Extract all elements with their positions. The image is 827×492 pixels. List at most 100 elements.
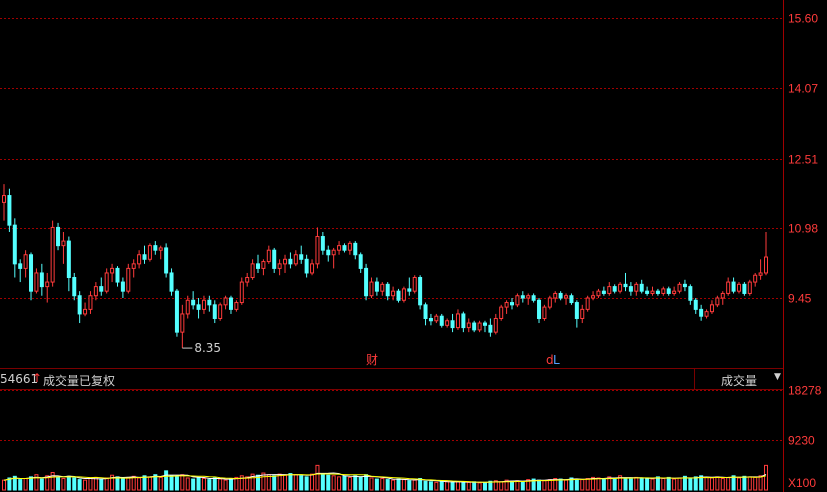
- candle-body: [418, 277, 423, 306]
- volume-bar: [666, 476, 671, 491]
- candle-body: [385, 283, 390, 297]
- volume-bar: [7, 477, 12, 491]
- chevron-down-icon: ▼: [774, 372, 781, 382]
- volume-bar: [510, 480, 514, 491]
- volume-bar: [396, 478, 401, 491]
- candle-body: [753, 274, 758, 283]
- candle-body: [137, 254, 142, 265]
- volume-bar: [158, 476, 163, 491]
- candle-body: [704, 311, 709, 317]
- volume-bar: [715, 476, 720, 491]
- volume-bar: [596, 477, 601, 491]
- volume-bar: [315, 464, 320, 491]
- candle-body: [347, 242, 352, 251]
- candle-body: [547, 297, 552, 308]
- volume-bar: [661, 478, 666, 491]
- volume-bar: [261, 472, 266, 491]
- volume-bar: [499, 481, 504, 491]
- volume-bar: [618, 475, 623, 491]
- volume-bar: [358, 476, 363, 491]
- candle-body: [445, 320, 450, 326]
- candle-body: [623, 283, 628, 288]
- candle-body: [34, 272, 39, 292]
- volume-bar: [337, 476, 342, 491]
- candle-body: [261, 261, 266, 269]
- candle-body: [7, 195, 12, 226]
- candle-body: [218, 304, 223, 319]
- candle-body: [488, 324, 493, 333]
- candle-body: [720, 292, 725, 299]
- volume-bar: [488, 480, 493, 491]
- volume-bar: [445, 480, 450, 491]
- volume-bar: [412, 479, 417, 491]
- candle-body: [666, 288, 671, 294]
- volume-bar: [434, 481, 439, 491]
- volume-bar: [83, 479, 88, 491]
- candle-body: [245, 277, 250, 283]
- candle-body: [153, 245, 158, 251]
- volume-bar: [347, 476, 352, 491]
- candle-body: [504, 302, 509, 308]
- volume-bar: [310, 473, 315, 491]
- event-marker: 财: [366, 353, 378, 367]
- volume-tick-label: 18278: [788, 384, 822, 398]
- candle-body: [147, 245, 152, 260]
- volume-bar: [704, 476, 709, 491]
- candle-body: [531, 295, 536, 301]
- volume-bar: [461, 482, 466, 491]
- candle-body: [764, 256, 768, 274]
- candle-body: [661, 288, 666, 294]
- volume-tick-label: 9230: [788, 434, 815, 448]
- candle-body: [510, 302, 514, 306]
- volume-bar: [164, 470, 169, 491]
- volume-bar: [531, 478, 536, 491]
- volume-bar: [201, 478, 206, 491]
- candle-body: [212, 304, 217, 319]
- volume-bar: [628, 478, 633, 491]
- volume-unit-label: X100: [788, 476, 816, 490]
- candle-body: [699, 308, 704, 317]
- candle-body: [591, 295, 596, 299]
- volume-bar: [245, 476, 250, 491]
- candle-body: [72, 277, 77, 297]
- candle-body: [77, 295, 82, 315]
- candle-body: [239, 281, 244, 304]
- candle-body: [61, 240, 66, 247]
- volume-bar: [655, 476, 660, 491]
- volume-bar: [623, 477, 628, 491]
- volume-bar: [304, 476, 309, 491]
- candle-body: [234, 302, 239, 310]
- candle-body: [283, 258, 288, 265]
- candle-body: [110, 267, 115, 274]
- candle-body: [180, 313, 185, 333]
- volume-bar: [169, 475, 174, 491]
- candle-body: [299, 254, 304, 260]
- candle-body: [553, 292, 558, 299]
- candle-body: [450, 320, 455, 329]
- volume-bar: [191, 478, 196, 491]
- volume-bar: [537, 479, 542, 491]
- price-tick-label: 14.07: [788, 82, 818, 96]
- candle-body: [585, 297, 590, 310]
- volume-bar: [299, 475, 304, 491]
- volume-bar: [185, 477, 190, 491]
- volume-bar: [688, 478, 693, 491]
- volume-bar: [758, 475, 763, 491]
- candle-body: [66, 240, 71, 279]
- volume-bar: [682, 475, 687, 491]
- volume-bar: [99, 478, 104, 491]
- candle-body: [391, 290, 396, 297]
- volume-bar: [699, 475, 704, 491]
- volume-bar: [137, 477, 142, 491]
- volume-bar: [142, 475, 147, 491]
- candle-body: [412, 277, 417, 292]
- volume-bar: [574, 478, 579, 491]
- candle-body: [223, 297, 228, 306]
- volume-bar: [228, 478, 233, 491]
- volume-bar: [34, 474, 39, 491]
- volume-bar: [331, 475, 336, 491]
- indicator-select[interactable]: 成交量 ▼: [694, 369, 783, 390]
- candle-body: [337, 245, 342, 251]
- candle-body: [342, 245, 347, 251]
- volume-bar: [720, 478, 725, 491]
